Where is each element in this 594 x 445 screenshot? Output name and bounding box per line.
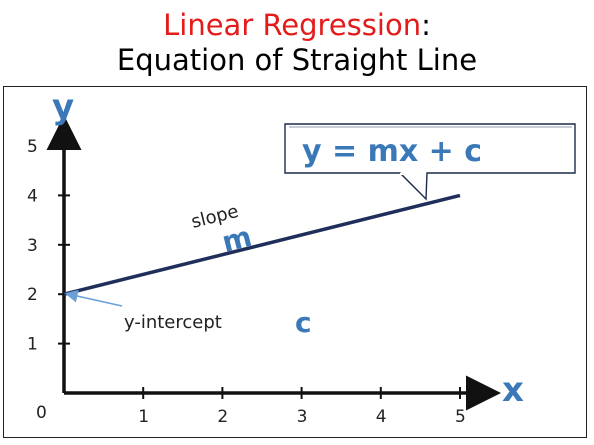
y-tick-label: 2 (27, 285, 38, 305)
slide-title: Linear Regression: Equation of Straight … (0, 8, 594, 79)
intercept-label: y-intercept (124, 312, 222, 333)
y-tick-label: 3 (27, 236, 38, 256)
title-colon: : (421, 8, 431, 42)
equation-callout (284, 123, 576, 201)
ticks-group: 1 2 3 4 5 1 2 3 4 5 (27, 137, 466, 427)
x-axis-letter: x (502, 370, 524, 410)
x-tick-label: 1 (138, 407, 149, 427)
x-tick-label: 2 (217, 407, 228, 427)
title-accent: Linear Regression (163, 8, 422, 42)
y-tick-label: 5 (27, 137, 38, 157)
x-tick-label: 4 (376, 407, 387, 427)
y-tick-label: 4 (27, 186, 38, 206)
regression-line (63, 193, 461, 296)
origin-label: 0 (36, 403, 47, 423)
y-axis-letter: y (52, 87, 74, 127)
title-line2: Equation of Straight Line (116, 43, 478, 78)
x-tick-label: 3 (297, 407, 308, 427)
y-tick-label: 1 (27, 335, 38, 355)
x-tick-label: 5 (455, 407, 466, 427)
intercept-pointer (64, 289, 123, 307)
equation-text: y = mx + c (302, 134, 482, 169)
intercept-symbol: c (295, 306, 312, 339)
